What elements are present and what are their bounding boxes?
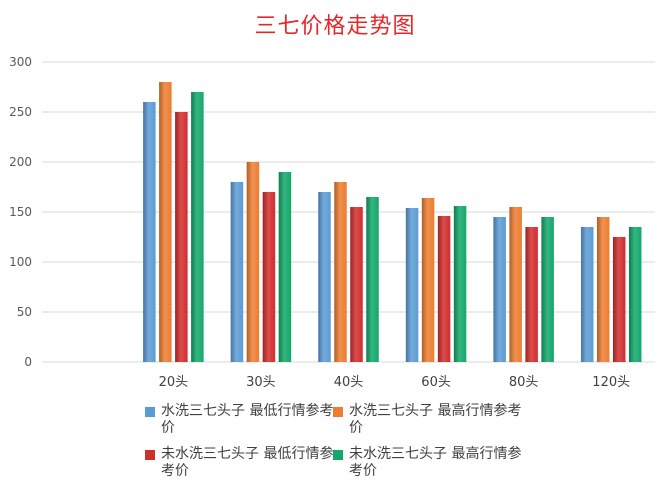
legend-label: 水洗三七头子 最低行情参考价 (161, 403, 334, 436)
bar (278, 172, 292, 362)
bar (334, 182, 347, 362)
legend-item: 水洗三七头子 最低行情参考价 (145, 403, 346, 437)
legend-swatch (145, 407, 155, 417)
bar (191, 92, 204, 362)
bar (230, 182, 244, 362)
legend-item: 未水洗三七头子 最低行情参考价 (145, 446, 346, 480)
x-tick-label: 40头 (334, 375, 364, 390)
x-tick-label: 30头 (246, 375, 276, 390)
bar (246, 162, 260, 362)
bar (159, 82, 172, 362)
legend-item: 水洗三七头子 最高行情参考价 (333, 403, 534, 437)
y-tick-label: 250 (9, 105, 32, 119)
bar (612, 237, 626, 362)
y-tick-label: 100 (9, 255, 32, 269)
bar (580, 227, 594, 362)
bar (143, 102, 156, 362)
legend-swatch (333, 407, 343, 417)
bar (350, 207, 363, 362)
bar (596, 217, 610, 362)
bar (493, 217, 506, 362)
bar (421, 198, 435, 362)
bar (628, 227, 642, 362)
bar (318, 192, 331, 362)
y-tick-label: 200 (9, 155, 32, 169)
bar (437, 216, 451, 362)
bar (366, 197, 379, 362)
bar (405, 208, 419, 362)
bar (175, 112, 188, 362)
y-tick-label: 150 (9, 205, 32, 219)
bar (509, 207, 522, 362)
legend-swatch (333, 450, 343, 460)
chart-title: 三七价格走势图 (254, 14, 416, 39)
bar (541, 217, 554, 362)
legend-label: 水洗三七头子 最高行情参考价 (349, 403, 522, 436)
bar (525, 227, 538, 362)
y-tick-label: 0 (24, 355, 32, 369)
x-tick-label: 60头 (421, 375, 451, 390)
legend-label: 未水洗三七头子 最高行情参考价 (349, 446, 522, 479)
y-tick-label: 300 (9, 55, 32, 69)
x-tick-label: 80头 (509, 375, 539, 390)
y-tick-label: 50 (17, 305, 32, 319)
legend-swatch (145, 450, 155, 460)
bar (453, 206, 467, 362)
legend-item: 未水洗三七头子 最高行情参考价 (333, 446, 534, 480)
x-tick-label: 120头 (592, 375, 630, 390)
legend-label: 未水洗三七头子 最低行情参考价 (161, 446, 334, 479)
bar (262, 192, 276, 362)
x-tick-label: 20头 (159, 375, 189, 390)
